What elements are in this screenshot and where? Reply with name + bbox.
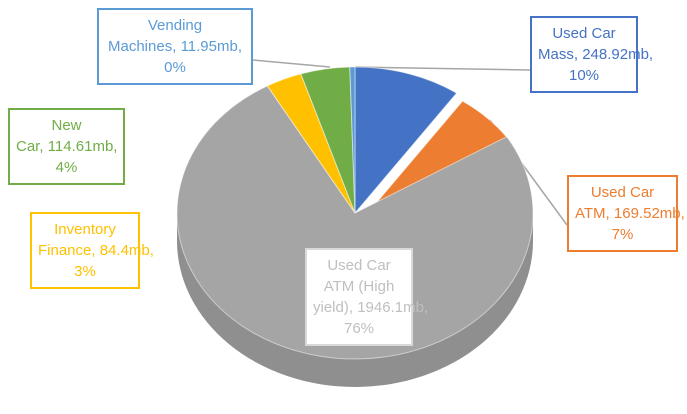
label-value: 11.95mb, 0% bbox=[164, 38, 242, 76]
label-category: Used Car ATM, bbox=[575, 184, 655, 222]
label-category: Used Car Mass, bbox=[538, 25, 616, 63]
pie-slice bbox=[354, 66, 458, 215]
data-label: Vending Machines, 11.95mb, 0% bbox=[97, 8, 253, 85]
pie-slice bbox=[176, 85, 534, 360]
leader-line bbox=[252, 59, 331, 68]
label-value: 248.92mb, 10% bbox=[568, 46, 654, 84]
data-label: New Car, 114.61mb, 4% bbox=[8, 108, 125, 185]
label-category: Vending Machines, bbox=[108, 17, 203, 55]
label-category: Used Car ATM (High yield), bbox=[313, 257, 395, 316]
label-category: Inventory Finance, bbox=[38, 221, 116, 259]
data-label: Used Car ATM, 169.52mb, 7% bbox=[567, 175, 685, 252]
data-label: Used Car ATM (High yield), 1946.1mb, 76% bbox=[305, 248, 428, 346]
label-value: 84.4mb, 3% bbox=[74, 242, 154, 280]
leader-line bbox=[354, 66, 531, 71]
pie-slice bbox=[349, 66, 356, 214]
label-value: 1946.1mb, 76% bbox=[343, 299, 429, 337]
label-category: New Car, bbox=[16, 117, 82, 155]
data-label: Used Car Mass, 248.92mb, 10% bbox=[530, 16, 653, 93]
label-value: 114.61mb, 4% bbox=[47, 138, 118, 176]
label-value: 169.52mb, 7% bbox=[611, 205, 685, 243]
data-label: Inventory Finance, 84.4mb, 3% bbox=[30, 212, 154, 289]
